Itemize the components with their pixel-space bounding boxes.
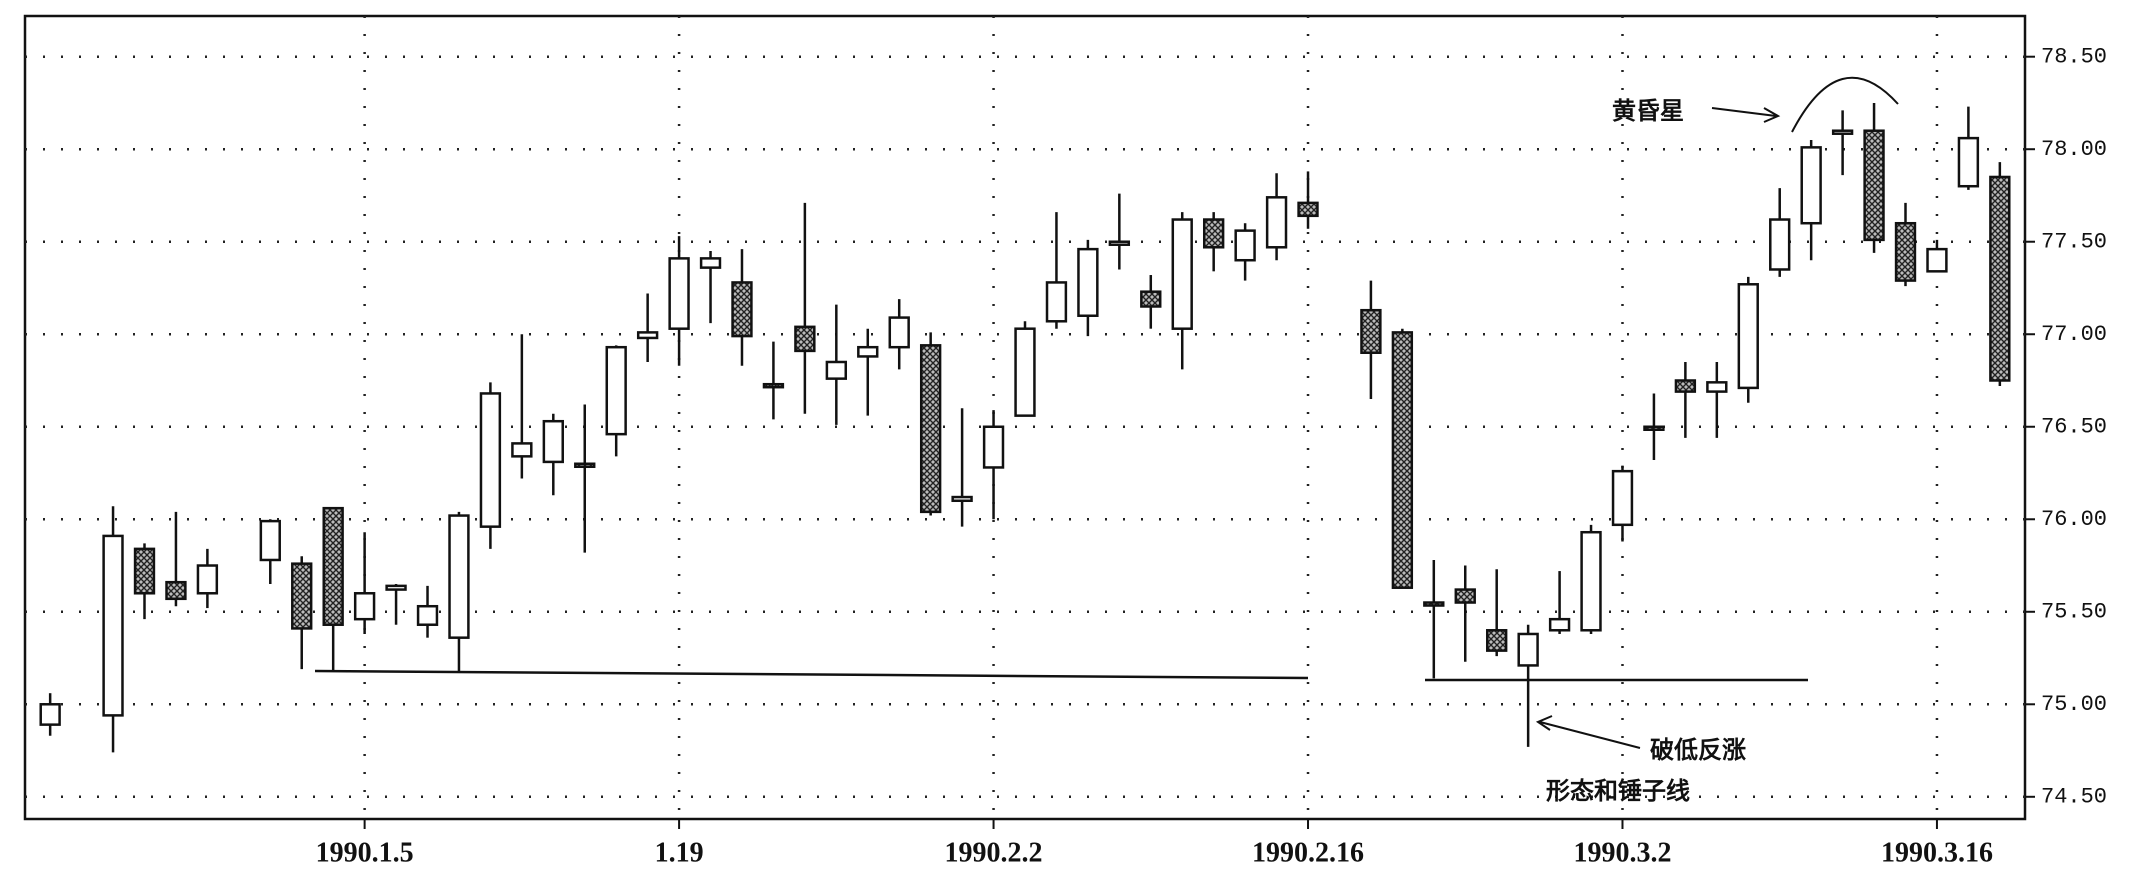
y-tick-label: 75.00 — [2041, 692, 2107, 717]
plot-frame — [23, 14, 2027, 821]
y-tick-label: 77.00 — [2041, 322, 2107, 347]
annotation-arrow — [1711, 107, 1781, 123]
candle-body — [699, 257, 722, 269]
candle-body — [291, 562, 313, 630]
candle-body — [1674, 379, 1697, 393]
candle-body — [1297, 201, 1319, 218]
y-tick-label: 76.00 — [2041, 507, 2107, 532]
x-tick-label: 1990.2.2 — [945, 837, 1043, 868]
candle-body — [511, 442, 533, 458]
candle-body — [1926, 247, 1948, 273]
y-tick-label: 78.00 — [2041, 137, 2107, 162]
annotation: 黄昏星 — [1612, 97, 1684, 125]
candle-body — [1737, 283, 1759, 390]
candle-body — [857, 345, 879, 358]
candle-body — [1014, 327, 1036, 417]
grid: 74.50 75.00 75.50 76.00 76.50 77.00 77.50 78.00… — [25, 16, 2107, 868]
candle-body — [39, 703, 61, 726]
candle-body — [1171, 218, 1193, 330]
candle-body — [762, 382, 785, 389]
candle-body — [1077, 247, 1099, 317]
candle-body — [1957, 136, 1980, 188]
annotation: 形态和锤子线 — [1546, 777, 1690, 805]
candle-body — [479, 392, 502, 528]
candle-body — [794, 325, 816, 353]
y-tick-label: 74.50 — [2041, 785, 2107, 810]
annotation-arc — [1791, 76, 1899, 133]
candle-body — [322, 506, 344, 626]
candle-body — [1548, 617, 1571, 632]
candle-body — [919, 344, 942, 514]
candle-body — [888, 316, 910, 349]
candle-body — [1611, 469, 1634, 527]
candle-body — [196, 564, 219, 595]
candle-body — [1045, 281, 1068, 323]
y-tick-label: 75.50 — [2041, 600, 2107, 625]
candle-body — [1486, 629, 1508, 652]
candle-body — [1863, 129, 1885, 242]
x-tick-label: 1990.2.16 — [1252, 837, 1364, 868]
candle-body — [1831, 129, 1854, 135]
candle-body — [1769, 218, 1791, 271]
candle-body — [102, 534, 124, 717]
candle-body — [825, 360, 848, 380]
candle-body — [1800, 146, 1822, 225]
candle-body — [1360, 308, 1382, 354]
annotation: 破低反涨 — [1650, 736, 1746, 764]
candle-body — [448, 514, 470, 639]
candle-body — [982, 425, 1005, 469]
candle-body — [605, 345, 627, 436]
candle-body — [1234, 229, 1256, 262]
candle-body — [1140, 290, 1162, 308]
y-tick-label: 78.50 — [2041, 45, 2107, 70]
candle-body — [1108, 240, 1131, 246]
candle-body — [1423, 601, 1445, 607]
candle-body — [951, 495, 973, 503]
candle-body — [1202, 218, 1225, 249]
candle-body — [1265, 196, 1288, 249]
candle-body — [731, 281, 753, 338]
candle-body — [1580, 530, 1602, 632]
candle-body — [1894, 221, 1917, 282]
candle-body — [1517, 632, 1539, 667]
annotation-arrow — [1535, 715, 1641, 749]
candle-body — [353, 592, 376, 621]
x-tick-label: 1.19 — [655, 837, 704, 868]
x-tick-label: 1990.1.5 — [316, 837, 414, 868]
candle-body — [574, 462, 596, 469]
candle-body — [636, 331, 659, 340]
y-tick-label: 77.50 — [2041, 230, 2107, 255]
candle-body — [542, 419, 564, 464]
x-tick-label: 1990.3.2 — [1573, 837, 1671, 868]
candles — [39, 102, 2011, 753]
candle-body — [1989, 175, 2011, 382]
support-line — [314, 669, 1309, 680]
candle-body — [259, 519, 281, 562]
candle-body — [165, 580, 187, 601]
candle-body — [385, 584, 407, 591]
y-tick-label: 76.50 — [2041, 415, 2107, 440]
candle-body — [668, 257, 690, 330]
candle-body — [1643, 425, 1665, 432]
candle-body — [1706, 381, 1728, 393]
candle-body — [1454, 588, 1476, 604]
x-tick-label: 1990.3.16 — [1881, 837, 1993, 868]
candle-body — [1391, 331, 1414, 589]
candle-body — [133, 547, 156, 595]
candle-body — [416, 604, 439, 626]
